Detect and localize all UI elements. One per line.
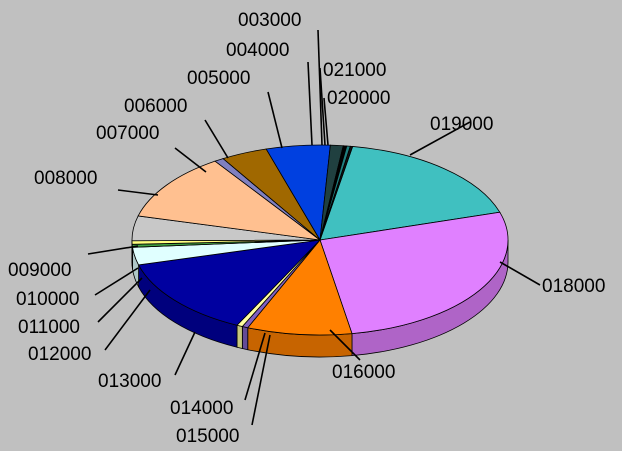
leader-008000 [117, 189, 159, 196]
slice-label-006000: 006000 [124, 96, 187, 117]
slice-label-004000: 004000 [226, 40, 289, 61]
slice-018000 [319, 211, 509, 335]
slice-013000 [137, 239, 322, 326]
slice-label-005000: 005000 [187, 68, 250, 89]
slice-labels: 019000 018000 016000 015000 014000 013000 0120… [8, 10, 605, 447]
slice-label-009000: 009000 [8, 260, 71, 281]
leader-lines [87, 29, 541, 426]
leader-015000 [251, 334, 271, 426]
slice-label-014000: 014000 [170, 398, 233, 419]
leader-012000 [104, 289, 151, 351]
leader-010000 [94, 267, 139, 296]
leader-003000 [317, 29, 323, 146]
leader-020000 [323, 97, 329, 146]
slice-label-016000: 016000 [332, 362, 395, 383]
slice-label-003000: 003000 [238, 10, 301, 31]
leader-013000 [174, 331, 196, 376]
leader-004000 [307, 61, 313, 146]
leader-019000 [409, 121, 471, 156]
slice-label-008000: 008000 [34, 168, 97, 189]
leader-011000 [97, 277, 143, 323]
leader-021000 [319, 67, 326, 146]
leader-018000 [499, 261, 541, 286]
leader-009000 [87, 245, 139, 255]
pie-slices [131, 144, 509, 336]
slice-label-011000: 011000 [18, 317, 80, 338]
slice-label-021000: 021000 [323, 60, 386, 81]
leader-007000 [174, 147, 207, 173]
slice-019000 [319, 146, 501, 241]
slice-label-015000: 015000 [176, 426, 239, 447]
slice-016000 [247, 239, 353, 336]
slice-side-015000 [241, 326, 249, 351]
slice-label-020000: 020000 [327, 88, 390, 109]
slice-label-007000: 007000 [96, 123, 159, 144]
slice-label-018000: 018000 [542, 276, 605, 297]
leader-014000 [244, 332, 266, 401]
leader-016000 [329, 329, 361, 361]
slice-side-014000 [236, 324, 243, 350]
slice-label-010000: 010000 [16, 289, 79, 310]
leader-006000 [204, 119, 229, 159]
slice-label-013000: 013000 [98, 371, 161, 392]
slice-008000 [137, 160, 322, 241]
slice-label-019000: 019000 [430, 114, 493, 135]
slice-label-012000: 012000 [28, 344, 91, 365]
leader-005000 [267, 91, 283, 149]
slice-020000 [319, 145, 354, 241]
